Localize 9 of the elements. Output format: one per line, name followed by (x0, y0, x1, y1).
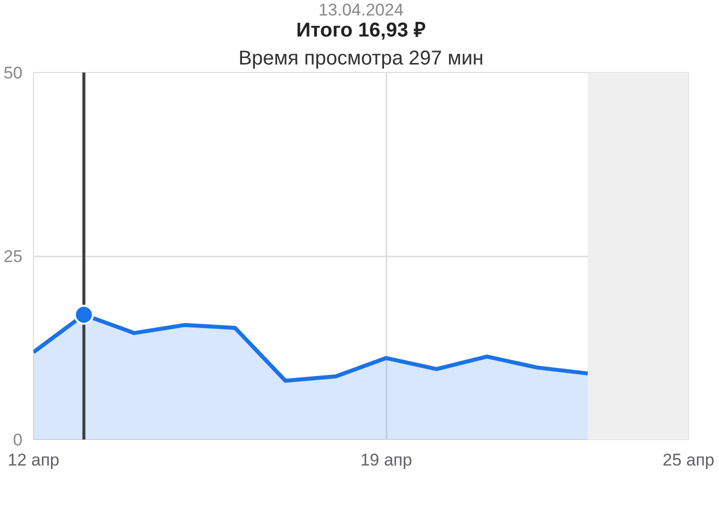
y-tick-label: 25 (4, 247, 23, 266)
text: Время просмотра 297 мин (238, 48, 484, 70)
y-tick-label: 0 (13, 430, 23, 450)
text: Итого 16,93 ₽ (296, 20, 426, 42)
x-tick-label: 12 апр (8, 450, 60, 470)
x-tick-label: 25 апр (662, 450, 714, 470)
x-tick-label: 19 апр (360, 450, 412, 470)
y-tick-label: 50 (4, 64, 23, 82)
text: 13.04.2024 (318, 0, 404, 20)
